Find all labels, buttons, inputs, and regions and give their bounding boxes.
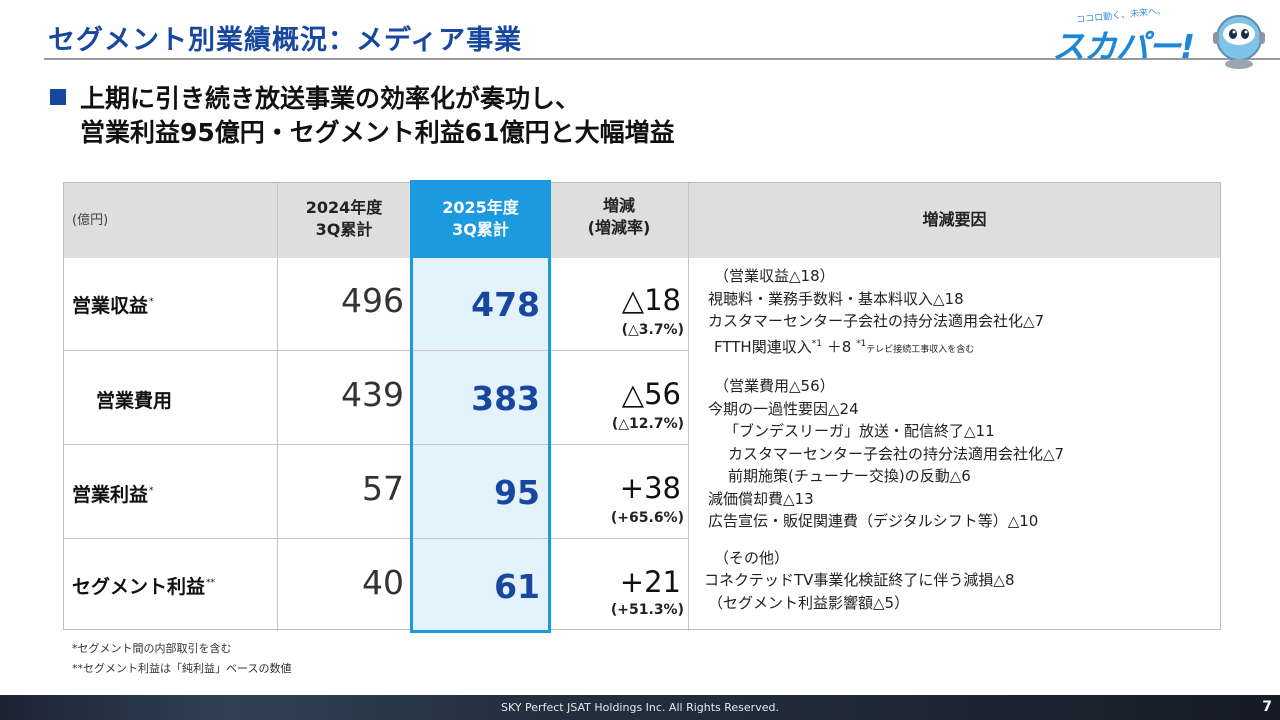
factor-line: 視聴料・業務手数料・基本料収入△18 (708, 289, 964, 308)
segment-profit-prev-value: 40 (362, 563, 404, 602)
factor-line: 減価償却費△13 (708, 489, 814, 508)
revenue-prev-value: 496 (341, 281, 404, 320)
title-divider (44, 58, 1280, 60)
operating-income-current-value: 95 (494, 473, 540, 512)
header-change-line2: (増減率) (587, 218, 651, 237)
factor-line: カスタマーセンター子会社の持分法適用会社化△7 (728, 444, 1065, 463)
row-label-operating-income: 営業利益* (72, 484, 154, 506)
segment-profit-change-rate: (+51.3%) (610, 602, 684, 618)
factor-line: （セグメント利益影響額△5） (708, 593, 910, 612)
footer-bar: SKY Perfect JSAT Holdings Inc. All Right… (0, 695, 1280, 720)
row-label-segment-profit: セグメント利益** (72, 576, 216, 598)
factor-line: 「ブンデスリーガ」放送・配信終了△11 (724, 422, 995, 440)
header-current-year: 2025年度 3Q累計 (411, 197, 550, 241)
factor-cost-head: （営業費用△56） (714, 377, 835, 395)
header-prev-year-line2: 3Q累計 (315, 220, 373, 239)
highlight-column-header (411, 181, 550, 258)
expenses-change-rate: (△12.7%) (611, 416, 684, 432)
logo-wordmark: スカパー! (1052, 27, 1195, 66)
highlight-column-fill (411, 258, 550, 632)
change-factors: （営業収益△18） 視聴料・業務手数料・基本料収入△18 カスタマーセンター子会… (704, 265, 1213, 614)
operating-income-change-rate: (+65.6%) (610, 510, 684, 526)
footnote-2: **セグメント利益は「純利益」ベースの数値 (72, 662, 292, 675)
expenses-prev-value: 439 (341, 375, 404, 414)
page-title: セグメント別業績概況：メディア事業 (48, 25, 523, 56)
mascot-icon (1213, 15, 1265, 69)
segment-profit-change: +21 (619, 565, 681, 599)
page-number: 7 (1262, 699, 1272, 715)
operating-income-change: +38 (619, 471, 681, 505)
factor-other-head: （その他） (714, 548, 790, 567)
highlight-column-border (410, 180, 551, 633)
row-divider (64, 350, 688, 351)
revenue-current-value: 478 (471, 285, 540, 324)
factor-line: 今期の一過性要因△24 (708, 399, 859, 418)
expenses-current-value: 383 (471, 379, 540, 418)
row-label-revenue: 営業収益* (72, 295, 154, 317)
factor-line: カスタマーセンター子会社の持分法適用会社化△7 (708, 312, 1045, 330)
header-change-line1: 増減 (602, 196, 635, 215)
column-divider (277, 183, 278, 631)
header-prev-year: 2024年度 3Q累計 (277, 197, 411, 241)
headline-line-1: 上期に引き続き放送事業の効率化が奏功し、 (80, 84, 581, 113)
header-prev-year-line1: 2024年度 (305, 198, 383, 217)
factor-spacer (708, 533, 1213, 547)
company-logo: ココロ動く、未来へ。 スカパー! (1052, 2, 1272, 72)
header-current-year-line2: 3Q累計 (452, 220, 509, 239)
revenue-change-rate: (△3.7%) (621, 322, 684, 338)
factor-revenue-head: （営業収益△18） (714, 267, 835, 285)
headline-line-2: 営業利益95億円・セグメント利益61億円と大幅増益 (80, 118, 675, 147)
expenses-change: △56 (621, 377, 681, 411)
header-change: 増減 (増減率) (550, 195, 688, 239)
factor-line: コネクテッドTV事業化検証終了に伴う減損△8 (704, 571, 1015, 589)
unit-label: (億円) (72, 213, 109, 228)
operating-income-prev-value: 57 (362, 469, 404, 508)
headline: 上期に引き続き放送事業の効率化が奏功し、 営業利益95億円・セグメント利益61億… (50, 82, 675, 150)
factor-ftth: FTTH関連収入*1 ＋8 *1テレビ接続工事収入を含む (714, 337, 975, 356)
segment-results-table: (億円) 2024年度 3Q累計 2025年度 3Q累計 増減 (増減率) 増減… (63, 180, 1221, 633)
revenue-change: △18 (621, 283, 681, 317)
footnote-1: *セグメント間の内部取引を含む (72, 642, 232, 655)
header-current-year-line1: 2025年度 (442, 198, 519, 217)
row-divider (64, 538, 688, 539)
square-bullet-icon (50, 89, 66, 105)
segment-profit-current-value: 61 (494, 567, 540, 606)
factor-line: 広告宣伝・販促関連費（デジタルシフト等）△10 (708, 512, 1039, 530)
column-divider (688, 183, 689, 631)
row-divider (64, 444, 688, 445)
copyright: SKY Perfect JSAT Holdings Inc. All Right… (501, 701, 779, 714)
table-header-background (64, 183, 1220, 258)
row-label-expenses: 営業費用 (96, 390, 173, 412)
factor-line: 前期施策(チューナー交換)の反動△6 (728, 467, 971, 485)
header-factors: 増減要因 (922, 210, 987, 229)
factor-spacer (708, 361, 1213, 375)
